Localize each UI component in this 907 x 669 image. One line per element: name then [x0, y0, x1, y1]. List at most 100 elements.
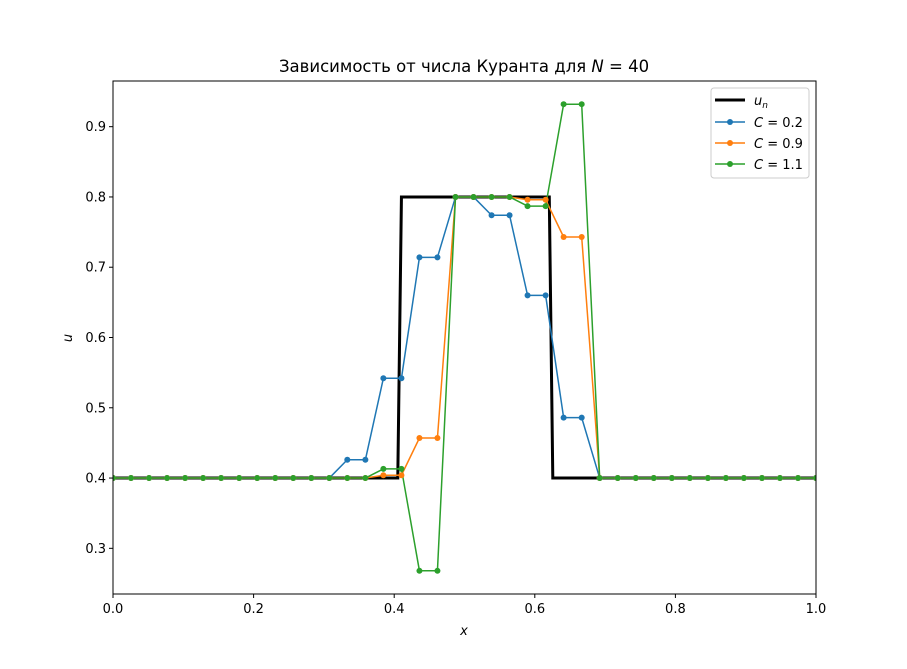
y-tick-label: 0.4 — [85, 472, 106, 487]
legend-c02-var: C — [754, 116, 764, 131]
legend-marker-c02 — [727, 119, 733, 125]
data-point-c11 — [398, 465, 405, 472]
x-tick-label: 0.4 — [384, 602, 405, 617]
data-point-c11 — [254, 475, 261, 482]
data-point-c11 — [722, 475, 729, 482]
data-point-c02 — [380, 375, 387, 382]
data-point-c09 — [524, 196, 531, 203]
legend-marker-c11 — [727, 161, 733, 167]
data-point-c11 — [272, 475, 279, 482]
data-point-c02 — [542, 292, 549, 299]
data-point-c11 — [596, 475, 603, 482]
y-tick-label: 0.3 — [85, 542, 106, 557]
chart-title-var: N — [591, 57, 603, 76]
legend-c09-rest: = 0.9 — [763, 137, 803, 152]
data-point-c11 — [434, 567, 441, 574]
data-point-c11 — [164, 475, 171, 482]
x-tick-label: 0.0 — [103, 602, 124, 617]
data-point-c02 — [344, 456, 351, 463]
data-point-c09 — [578, 234, 585, 241]
chart-title-rest: = 40 — [604, 57, 649, 76]
data-point-c11 — [200, 475, 207, 482]
data-point-c11 — [813, 475, 816, 482]
data-point-c09 — [542, 196, 549, 203]
data-point-c11 — [236, 475, 243, 482]
data-point-c11 — [146, 475, 153, 482]
data-point-c11 — [632, 475, 639, 482]
y-tick-label: 0.5 — [85, 401, 106, 416]
x-tick-label: 0.6 — [524, 602, 545, 617]
data-point-c11 — [344, 475, 351, 482]
data-point-c02 — [362, 456, 369, 463]
data-point-c09 — [380, 472, 387, 479]
data-point-c09 — [416, 434, 423, 441]
data-point-c09 — [398, 472, 405, 479]
data-point-c02 — [506, 212, 513, 219]
data-point-c11 — [452, 193, 459, 200]
data-point-c11 — [795, 475, 802, 482]
data-point-c11 — [182, 475, 189, 482]
y-tick-label: 0.7 — [85, 261, 106, 276]
data-point-c02 — [416, 254, 423, 261]
data-point-c02 — [524, 292, 531, 299]
legend: un C = 0.2 C = 0.9 C = 1.1 — [710, 87, 810, 179]
data-point-c11 — [218, 475, 225, 482]
data-point-c11 — [506, 193, 513, 200]
data-point-c11 — [614, 475, 621, 482]
data-point-c11 — [578, 101, 585, 108]
data-point-c11 — [380, 465, 387, 472]
legend-c11-var: C — [754, 158, 764, 173]
legend-box — [710, 87, 810, 179]
x-tick-label: 0.8 — [665, 602, 686, 617]
legend-c11-rest: = 1.1 — [763, 158, 803, 173]
x-tick-label: 0.2 — [243, 602, 264, 617]
legend-exact-sub: n — [762, 101, 768, 111]
data-point-c11 — [308, 475, 315, 482]
data-point-c11 — [470, 193, 477, 200]
data-point-c09 — [434, 434, 441, 441]
data-point-c11 — [704, 475, 711, 482]
legend-exact-var: u — [754, 94, 762, 109]
y-tick-label: 0.9 — [85, 120, 106, 135]
data-point-c11 — [740, 475, 747, 482]
data-point-c11 — [113, 475, 116, 482]
legend-label-exact: un — [754, 94, 768, 111]
chart-title-text: Зависимость от числа Куранта для — [279, 57, 591, 76]
data-point-c02 — [488, 212, 495, 219]
data-point-c11 — [416, 567, 423, 574]
data-point-c02 — [560, 414, 567, 421]
legend-c02-rest: = 0.2 — [763, 116, 803, 131]
y-tick-label: 0.8 — [85, 190, 106, 205]
series-line-c11 — [113, 103, 816, 572]
data-point-c11 — [668, 475, 675, 482]
data-point-c11 — [560, 101, 567, 108]
plot-markers — [113, 101, 816, 574]
data-point-c02 — [398, 375, 405, 382]
x-tick-label: 1.0 — [806, 602, 827, 617]
data-point-c11 — [488, 193, 495, 200]
data-point-c11 — [362, 475, 369, 482]
chart-title: Зависимость от числа Куранта для N = 40 — [279, 57, 649, 76]
x-axis-label: x — [459, 624, 468, 639]
data-point-c11 — [776, 475, 783, 482]
legend-label-c11: C = 1.1 — [754, 158, 803, 173]
y-tick-label: 0.6 — [85, 331, 106, 346]
data-point-c11 — [758, 475, 765, 482]
legend-label-c09: C = 0.9 — [754, 137, 803, 152]
y-axis-label: u — [61, 334, 76, 342]
x-axis-ticks: 0.0 0.2 0.4 0.6 0.8 1.0 — [103, 594, 827, 617]
legend-c09-var: C — [754, 137, 764, 152]
y-axis-ticks: 0.3 0.4 0.5 0.6 0.7 0.8 0.9 — [85, 120, 113, 557]
legend-marker-c09 — [727, 140, 733, 146]
data-point-c11 — [524, 203, 531, 210]
data-point-c11 — [326, 475, 333, 482]
data-point-c11 — [127, 475, 134, 482]
data-point-c02 — [578, 414, 585, 421]
data-point-c09 — [560, 234, 567, 241]
data-point-c11 — [542, 203, 549, 210]
legend-label-c02: C = 0.2 — [754, 116, 803, 131]
data-point-c11 — [290, 475, 297, 482]
data-point-c02 — [434, 254, 441, 261]
data-point-c11 — [650, 475, 657, 482]
